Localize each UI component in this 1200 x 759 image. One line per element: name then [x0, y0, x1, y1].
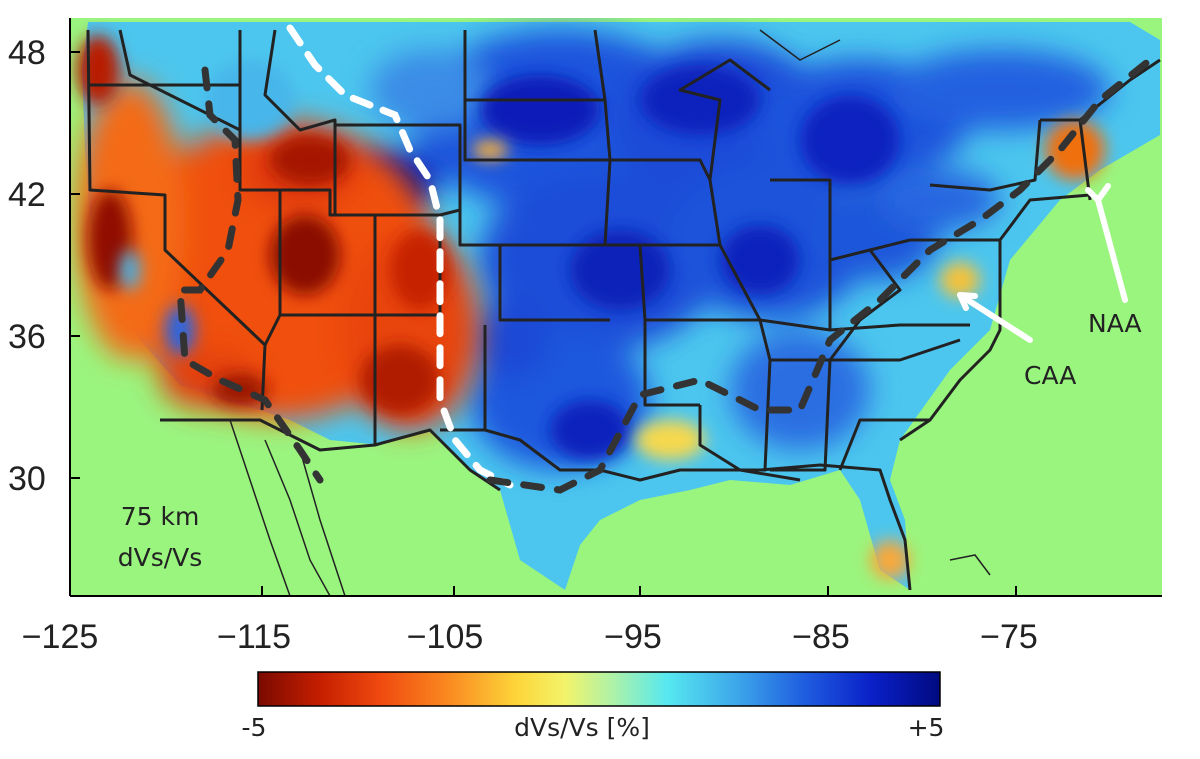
y-tick-label: 42 [8, 176, 46, 214]
y-tick-label: 36 [8, 318, 46, 356]
black-dashed-boundary [176, 56, 1154, 494]
x-tick-label: −115 [217, 618, 291, 656]
velocity-anomaly-field [75, 22, 1161, 596]
colorbar [257, 671, 941, 707]
political-borders [86, 29, 1161, 591]
y-tick-label: 48 [8, 34, 46, 72]
quantity-label: dVs/Vs [118, 543, 203, 572]
colorbar-title: dVs/Vs [%] [514, 713, 650, 742]
y-axis: 48 42 36 30 [8, 34, 80, 498]
depth-label: 75 km [121, 502, 200, 531]
colorbar-max-label: +5 [908, 713, 945, 742]
caa-label: CAA [1024, 361, 1076, 390]
x-tick-label: −105 [407, 618, 484, 656]
x-tick-label: −125 [22, 618, 99, 656]
x-tick-label: −85 [792, 618, 850, 656]
deep-slow-spots [76, 35, 450, 415]
mexico-coastlines [229, 29, 991, 596]
x-tick-label: −75 [980, 618, 1038, 656]
x-axis: −125 −115 −105 −95 −85 −75 [22, 586, 1038, 656]
slow-anomaly-east [472, 120, 1105, 580]
colorbar-min-label: -5 [242, 713, 267, 742]
naa-label: NAA [1088, 309, 1142, 338]
y-tick-label: 30 [8, 460, 46, 498]
white-dashed-boundary [286, 24, 514, 489]
west-cool-patches [120, 60, 295, 355]
caa-arrow [957, 292, 1033, 343]
x-tick-label: −95 [604, 618, 662, 656]
naa-arrow [1085, 183, 1128, 303]
deep-fast-spots [340, 65, 900, 460]
